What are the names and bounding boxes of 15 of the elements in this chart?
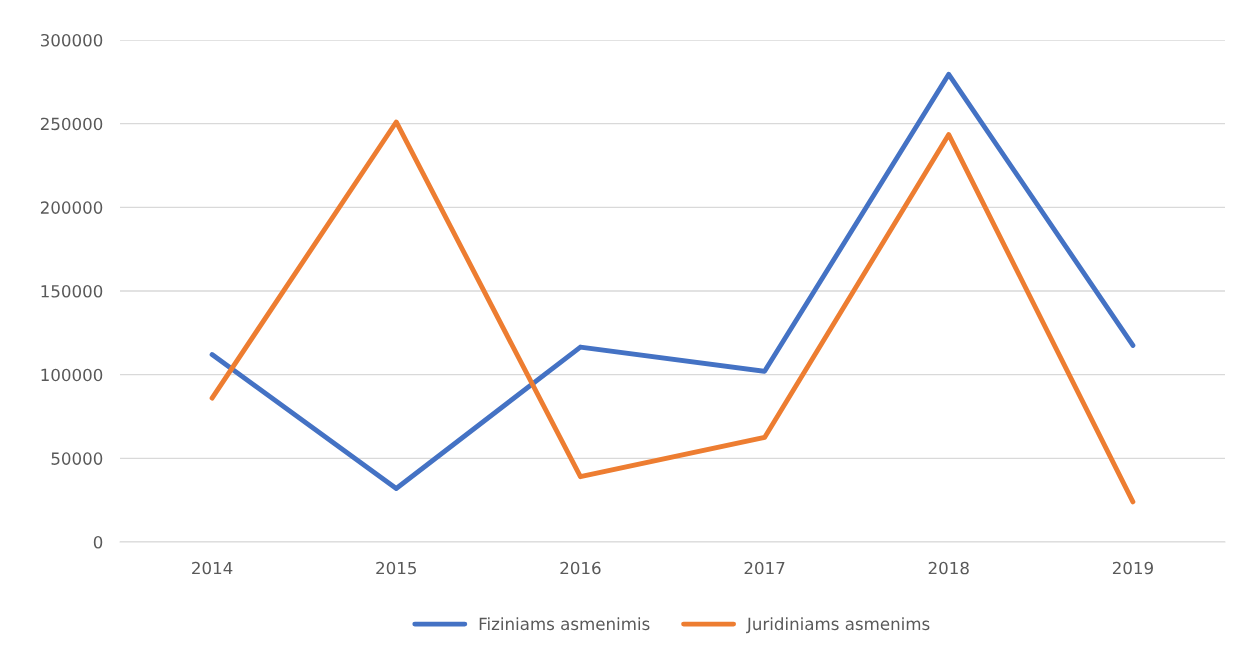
y-tick-label: 0	[93, 535, 103, 549]
legend-label: Fiziniams asmenimis	[479, 617, 650, 631]
x-tick-label: 2016	[560, 561, 601, 575]
y-tick-label: 300000	[40, 33, 103, 47]
x-tick-label: 2017	[744, 561, 785, 575]
y-tick-label: 200000	[40, 201, 103, 214]
y-tick-label: 250000	[40, 117, 103, 131]
y-tick-label: 150000	[41, 284, 103, 298]
x-tick-label: 2018	[928, 561, 969, 575]
y-tick-label: 100000	[41, 368, 103, 382]
x-tick-label: 2015	[376, 561, 416, 575]
x-tick-label: 2014	[192, 561, 233, 575]
y-tick-label: 50000	[51, 452, 103, 465]
x-tick-label: 2019	[1112, 561, 1153, 575]
legend-label: Juridiniams asmenims	[746, 617, 930, 634]
